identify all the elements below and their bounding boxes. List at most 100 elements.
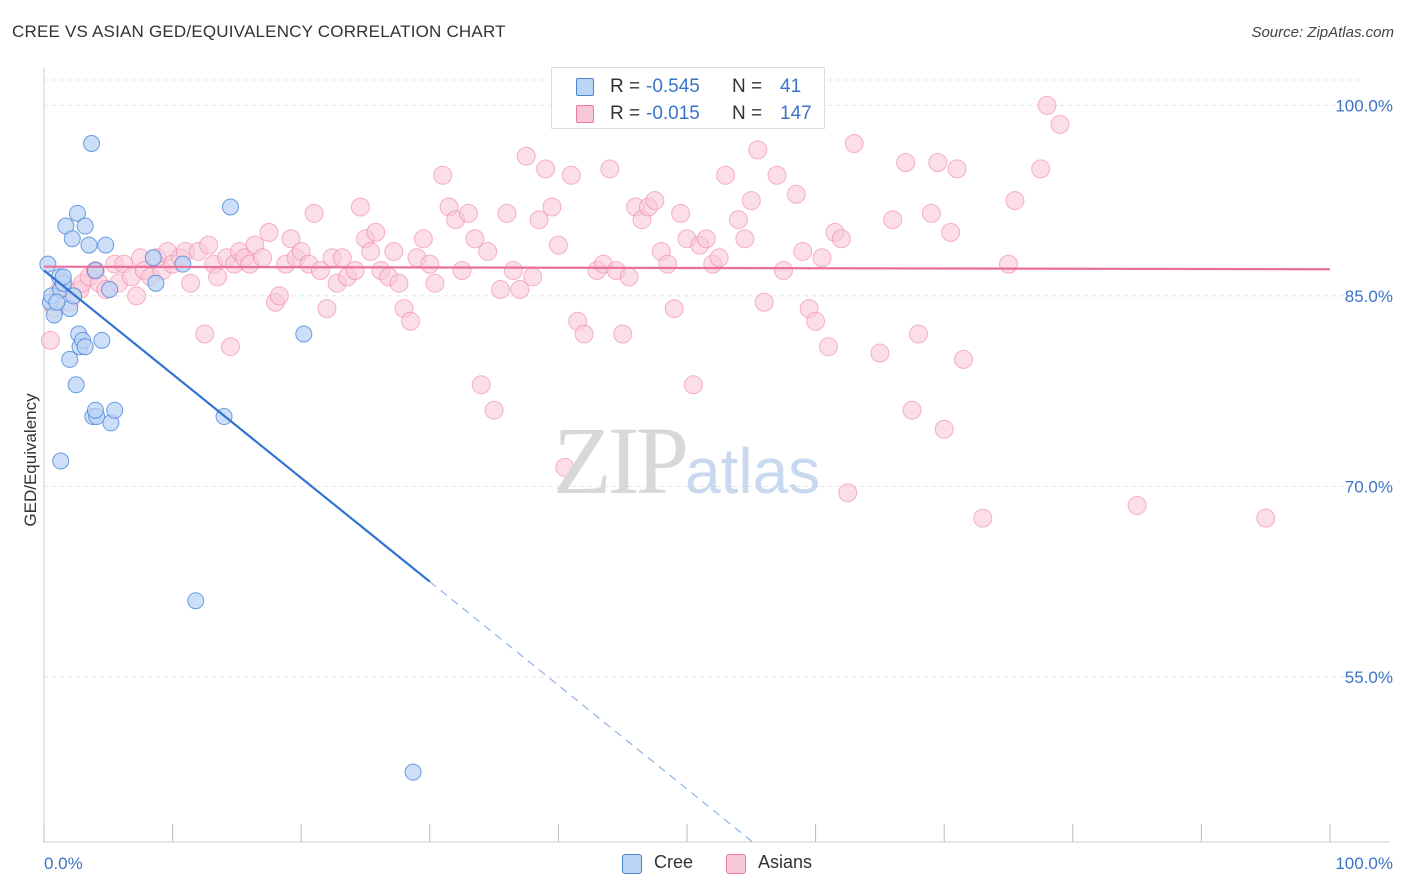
cree-point [76, 338, 94, 356]
asian-point [452, 261, 472, 280]
asian-point [999, 254, 1018, 274]
asian-point [600, 159, 620, 179]
asian-point [548, 235, 568, 255]
asian-point [542, 197, 562, 217]
asian-point [458, 203, 478, 223]
asian-point [253, 248, 273, 268]
cree-point [144, 249, 162, 267]
cree-point [147, 274, 165, 292]
asian-point [934, 419, 954, 439]
asian-point [947, 159, 967, 179]
asian-point [181, 273, 201, 293]
cree-swatch [576, 78, 594, 96]
asian-point [896, 153, 916, 173]
asian-point [806, 311, 826, 331]
asian-point [645, 191, 665, 211]
cree-point [80, 236, 98, 254]
asian-point [433, 165, 453, 185]
asian-point [883, 210, 903, 230]
cree-point [404, 763, 422, 781]
cree-point [61, 350, 79, 368]
cree-point [83, 135, 101, 152]
asian-point [510, 280, 530, 300]
cree-point [101, 281, 119, 299]
asian-point [1256, 508, 1276, 528]
x-tick-label-right: 100.0% [1335, 854, 1393, 873]
asian-point [220, 337, 240, 357]
source-label: Source: ZipAtlas.com [1251, 24, 1394, 41]
cree-legend-label: Cree [654, 852, 694, 872]
asian-point [1037, 95, 1057, 115]
asian-point [953, 349, 973, 369]
legend-n-label: N = [732, 76, 763, 97]
asian-point [793, 241, 813, 261]
asian-point [127, 286, 147, 306]
legend-r-value: -0.545 [646, 76, 700, 97]
cree-trend-line [43, 269, 431, 583]
asian-point [1005, 191, 1025, 211]
legend-n-value: 147 [780, 103, 812, 124]
asians-legend-swatch [726, 854, 746, 874]
y-axis-label: GED/Equivalency [21, 393, 40, 527]
asian-point [741, 191, 761, 211]
asian-point [812, 248, 832, 268]
asian-point [658, 254, 678, 274]
asian-point [908, 324, 928, 344]
legend-n-value: 41 [780, 76, 802, 97]
cree-point [106, 401, 124, 419]
asian-point [465, 229, 485, 249]
cree-point [174, 255, 192, 273]
watermark: ZIPatlas [553, 405, 820, 516]
asian-point [401, 311, 421, 331]
asian-point [831, 229, 851, 249]
correlation-legend: R = -0.545 N = 41 R = -0.015 N = 147 [551, 67, 825, 129]
asian-point [350, 197, 370, 217]
cree-point [68, 204, 86, 222]
cree-point [86, 401, 104, 419]
legend-n-label: N = [732, 103, 763, 124]
asian-point [529, 210, 549, 230]
asian-point [484, 400, 504, 420]
asian-point [516, 146, 536, 166]
asian-trend-line [43, 265, 1331, 271]
asian-point [709, 248, 729, 268]
asian-point [259, 222, 279, 242]
asian-point [928, 153, 948, 173]
asian-point [471, 375, 491, 395]
y-tick-label: 85.0% [1345, 287, 1393, 306]
cree-point [39, 255, 57, 273]
asian-point [281, 229, 301, 249]
asian-point [664, 299, 684, 319]
asian-point [921, 203, 941, 223]
asian-point [1031, 159, 1051, 179]
asian-point [208, 267, 228, 287]
cree-point [67, 376, 85, 394]
cree-point [93, 331, 111, 349]
asian-point [478, 241, 498, 261]
asian-point [413, 229, 433, 249]
asian-point [735, 229, 755, 249]
asian-point [503, 261, 523, 280]
asian-point [1127, 495, 1147, 515]
asian-point [199, 235, 219, 255]
x-tick-label-left: 0.0% [44, 854, 83, 873]
asian-point [696, 229, 716, 249]
asian-point [304, 203, 324, 223]
asian-point [754, 292, 774, 312]
cree-point [295, 325, 313, 343]
watermark-atlas: atlas [685, 435, 821, 507]
asian-point [310, 261, 330, 280]
cree-point [48, 293, 66, 311]
asian-point [748, 140, 768, 160]
asian-point [491, 280, 511, 300]
asian-point [497, 203, 517, 223]
legend-r-label: R = [610, 103, 641, 124]
asians-swatch [576, 105, 594, 123]
chart-title: CREE VS ASIAN GED/EQUIVALENCY CORRELATIO… [12, 22, 506, 41]
asian-point [773, 261, 793, 280]
asian-point [420, 254, 440, 274]
asian-point [1050, 114, 1070, 134]
asian-point [574, 324, 594, 344]
asian-point [716, 165, 736, 185]
legend-r-value: -0.015 [646, 103, 700, 124]
